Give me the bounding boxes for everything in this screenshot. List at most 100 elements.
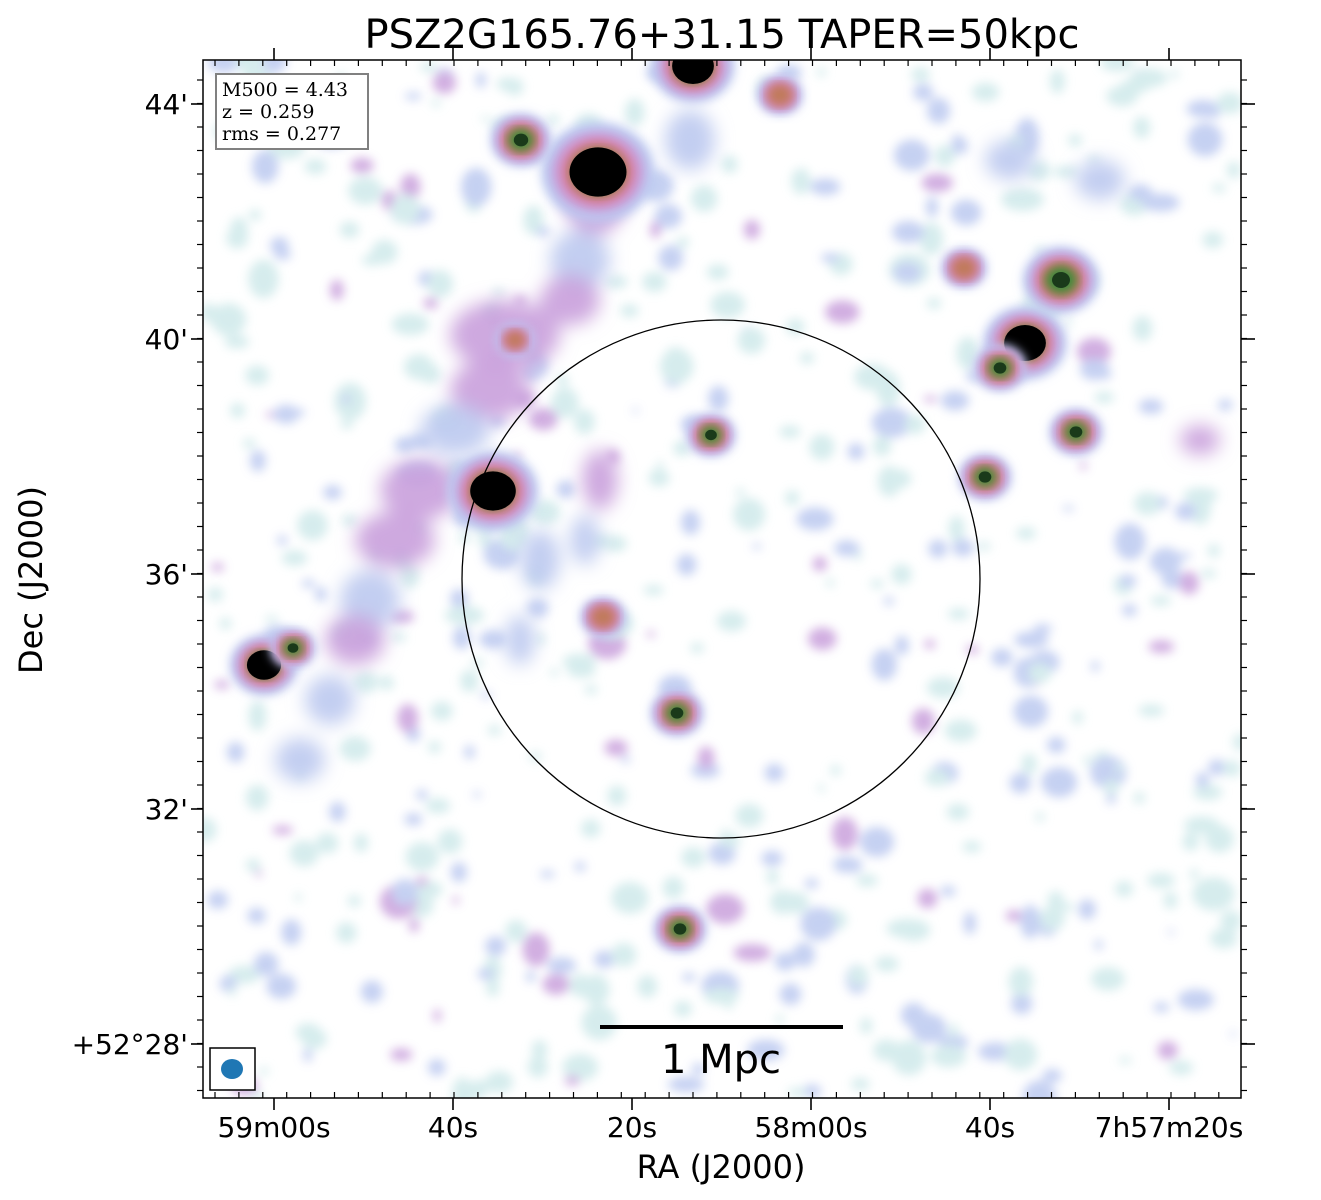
noise-blob	[871, 407, 913, 438]
noise-blob	[316, 832, 339, 854]
noise-blob	[248, 259, 279, 299]
noise-blob	[1041, 767, 1078, 798]
noise-blob	[703, 987, 739, 1005]
noise-blob	[1169, 1060, 1194, 1075]
diffuse-blob	[582, 450, 618, 510]
noise-blob	[1217, 399, 1233, 411]
noise-blob	[1132, 315, 1153, 342]
diffuse-blob	[570, 515, 600, 565]
noise-blob	[450, 862, 468, 883]
noise-blob	[336, 922, 357, 944]
diffuse-blob	[540, 275, 600, 325]
noise-blob	[379, 675, 394, 690]
noise-blob	[733, 944, 772, 962]
noise-blob	[946, 803, 970, 821]
noise-blob	[950, 199, 982, 226]
noise-blob	[921, 173, 953, 193]
noise-blob	[637, 975, 658, 998]
noise-blob	[787, 1087, 807, 1098]
noise-blob	[607, 785, 627, 806]
noise-blob	[1079, 461, 1087, 471]
noise-blob	[371, 239, 398, 265]
noise-blob	[1216, 92, 1241, 114]
noise-blob	[251, 149, 279, 184]
noise-blob	[564, 1075, 580, 1086]
noise-blob	[203, 817, 217, 842]
x-tick-label: 40s	[428, 1111, 478, 1144]
noise-blob	[774, 952, 796, 971]
noise-blob	[527, 1056, 548, 1078]
noise-blob	[1119, 574, 1137, 588]
noise-blob	[472, 791, 482, 798]
noise-blob	[329, 801, 346, 823]
y-tick-label: 40'	[145, 323, 188, 356]
diffuse-blob	[665, 110, 715, 170]
noise-blob	[1103, 779, 1120, 794]
noise-blob	[259, 1066, 269, 1076]
noise-blob	[900, 1002, 927, 1028]
noise-blob	[1202, 231, 1224, 249]
noise-blob	[926, 97, 951, 124]
noise-blob	[1195, 772, 1210, 788]
noise-blob	[505, 78, 524, 96]
noise-blob	[339, 221, 360, 239]
noise-blob	[786, 318, 805, 335]
noise-blob	[265, 411, 276, 418]
noise-blob	[659, 349, 694, 384]
noise-blob	[681, 847, 706, 868]
noise-blob	[860, 1017, 873, 1035]
noise-blob	[891, 1040, 927, 1076]
noise-blob	[550, 668, 559, 677]
noise-blob	[540, 870, 555, 879]
noise-blob	[800, 906, 837, 941]
noise-blob	[1064, 316, 1072, 327]
noise-blob	[632, 408, 639, 414]
noise-blob	[1021, 753, 1037, 775]
noise-blob	[654, 204, 683, 229]
noise-blob	[611, 882, 649, 914]
radio-source	[650, 689, 704, 737]
image-panel	[203, 60, 1241, 1098]
noise-blob	[1038, 907, 1065, 931]
plot-frame	[202, 59, 1242, 1099]
noise-blob	[430, 99, 442, 107]
noise-blob	[910, 67, 931, 82]
noise-blob	[620, 304, 639, 318]
noise-blob	[708, 385, 729, 412]
noise-blob	[248, 209, 262, 221]
noise-blob	[353, 833, 369, 853]
noise-blob	[214, 680, 230, 689]
info-box-frame	[215, 73, 369, 150]
noise-blob	[253, 952, 279, 977]
noise-blob	[868, 380, 878, 388]
noise-blob	[1042, 1068, 1062, 1083]
noise-blob	[226, 741, 245, 763]
noise-blob	[350, 157, 374, 174]
r500-circle	[461, 319, 981, 839]
noise-blob	[940, 885, 956, 897]
noise-blob	[1053, 166, 1080, 178]
diffuse-blob	[1075, 160, 1125, 200]
beam-ellipse	[221, 1059, 243, 1079]
scale-bar-label: 1 Mpc	[661, 1037, 781, 1083]
noise-blob	[243, 438, 256, 449]
info-redshift: z = 0.259	[222, 101, 314, 123]
noise-blob	[1229, 1031, 1237, 1037]
noise-blob	[249, 449, 266, 472]
noise-blob	[593, 950, 615, 969]
noise-blob	[450, 588, 469, 608]
noise-blob	[650, 221, 661, 239]
noise-blob	[1008, 966, 1033, 997]
noise-blob	[574, 861, 586, 872]
noise-blob	[1177, 989, 1214, 1011]
beam-box	[209, 1047, 256, 1091]
radio-source	[686, 413, 736, 457]
noise-blob	[542, 973, 570, 995]
noise-blob	[261, 60, 287, 74]
noise-blob	[874, 956, 899, 972]
noise-blob	[1150, 595, 1172, 606]
noise-blob	[1083, 755, 1093, 766]
noise-blob	[452, 895, 459, 905]
noise-blob	[775, 1014, 785, 1024]
